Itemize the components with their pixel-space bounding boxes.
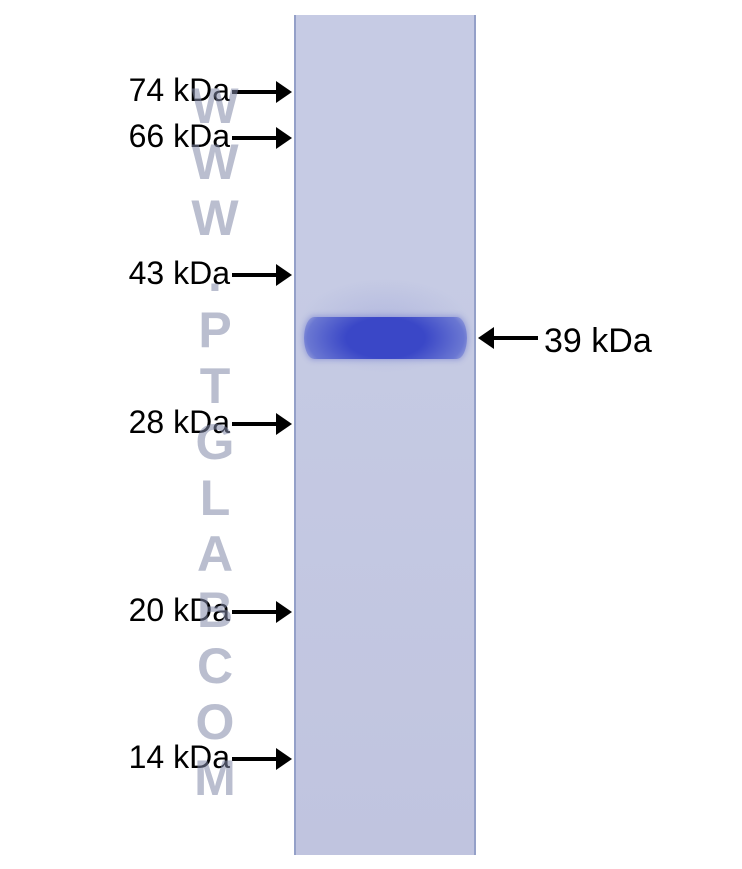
mw-marker-label: 14 kDa bbox=[129, 739, 230, 776]
mw-marker-arrow bbox=[232, 601, 292, 623]
protein-band bbox=[304, 317, 467, 359]
mw-marker-label: 43 kDa bbox=[129, 255, 230, 292]
mw-marker-arrow bbox=[232, 413, 292, 435]
lane-border-right bbox=[474, 15, 476, 855]
mw-marker-label: 28 kDa bbox=[129, 404, 230, 441]
mw-marker-arrow bbox=[232, 81, 292, 103]
result-arrow bbox=[478, 327, 538, 349]
watermark-text: WWW.PTGLABCOM bbox=[186, 78, 244, 808]
gel-figure: 74 kDa 66 kDa 43 kDa 28 kDa 20 kDa 14 kDa 39 … bbox=[0, 0, 742, 869]
mw-marker-arrow bbox=[232, 264, 292, 286]
mw-marker-label: 20 kDa bbox=[129, 592, 230, 629]
mw-marker-arrow bbox=[232, 748, 292, 770]
mw-marker-arrow bbox=[232, 127, 292, 149]
mw-marker-label: 74 kDa bbox=[129, 72, 230, 109]
mw-marker-label: 66 kDa bbox=[129, 118, 230, 155]
result-label: 39 kDa bbox=[544, 322, 652, 361]
gel-lane bbox=[296, 15, 474, 855]
lane-border-left bbox=[294, 15, 296, 855]
